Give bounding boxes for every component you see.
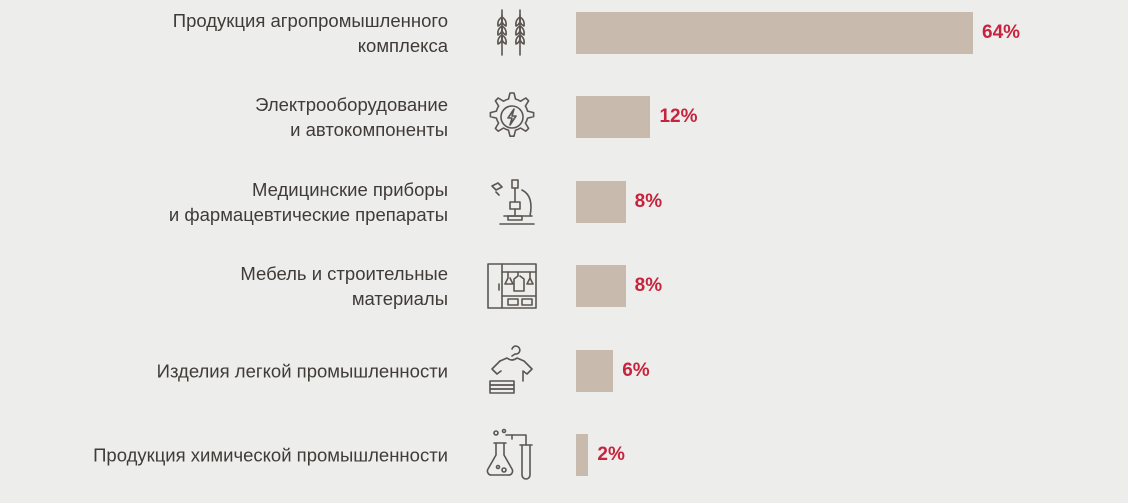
wardrobe-icon [482, 256, 542, 316]
category-label: Электрооборудование и автокомпоненты [255, 92, 448, 142]
bar [576, 181, 626, 223]
bar [576, 434, 589, 476]
gear-bolt-icon [482, 87, 542, 147]
category-label: Медицинские приборы и фармацевтические пр… [169, 177, 448, 227]
category-label-line: Медицинские приборы [252, 179, 448, 200]
bar [576, 265, 626, 307]
chart-row: Медицинские приборы и фармацевтические пр… [0, 160, 1128, 244]
value-label: 8% [634, 191, 663, 212]
chart-row: Продукция химической промышленности 2% [0, 413, 1128, 497]
category-label: Продукция агропромышленного комплекса [173, 8, 448, 58]
tshirt-hanger-icon [482, 341, 542, 401]
value-label: 2% [597, 444, 625, 465]
chart-row: Мебель и строительные материалы 8% [0, 244, 1128, 328]
wheat-icon [482, 3, 542, 63]
category-label-line: Продукция химической промышленности [93, 444, 448, 466]
chart-row: Изделия легкой промышленности 6% [0, 329, 1128, 413]
category-label: Продукция химической промышленности [93, 443, 448, 468]
category-label-line: Мебель и строительные [240, 263, 448, 284]
category-label: Изделия легкой промышленности [157, 359, 448, 384]
chart-row: Продукция агропромышленного комплекса 64% [0, 0, 1128, 75]
category-label-line: Электрооборудование [255, 94, 448, 115]
category-label: Мебель и строительные материалы [240, 261, 448, 311]
category-label-line: Изделия легкой промышленности [156, 360, 448, 382]
chart-row: Электрооборудование и автокомпоненты 12% [0, 75, 1128, 159]
category-label-line: материалы [351, 288, 448, 309]
bar [576, 12, 973, 54]
value-label: 6% [622, 360, 650, 381]
category-label-line: Продукция агропромышленного [172, 10, 448, 31]
value-label: 8% [634, 275, 663, 296]
value-label: 64% [982, 22, 1021, 43]
value-label: 12% [659, 106, 698, 127]
category-label-line: и автокомпоненты [290, 119, 448, 140]
category-label-line: комплекса [357, 35, 448, 56]
microscope-icon [482, 172, 542, 232]
bar [576, 96, 651, 138]
bar [576, 350, 614, 392]
category-label-line: и фармацевтические препараты [168, 204, 448, 225]
flask-icon [482, 425, 542, 485]
